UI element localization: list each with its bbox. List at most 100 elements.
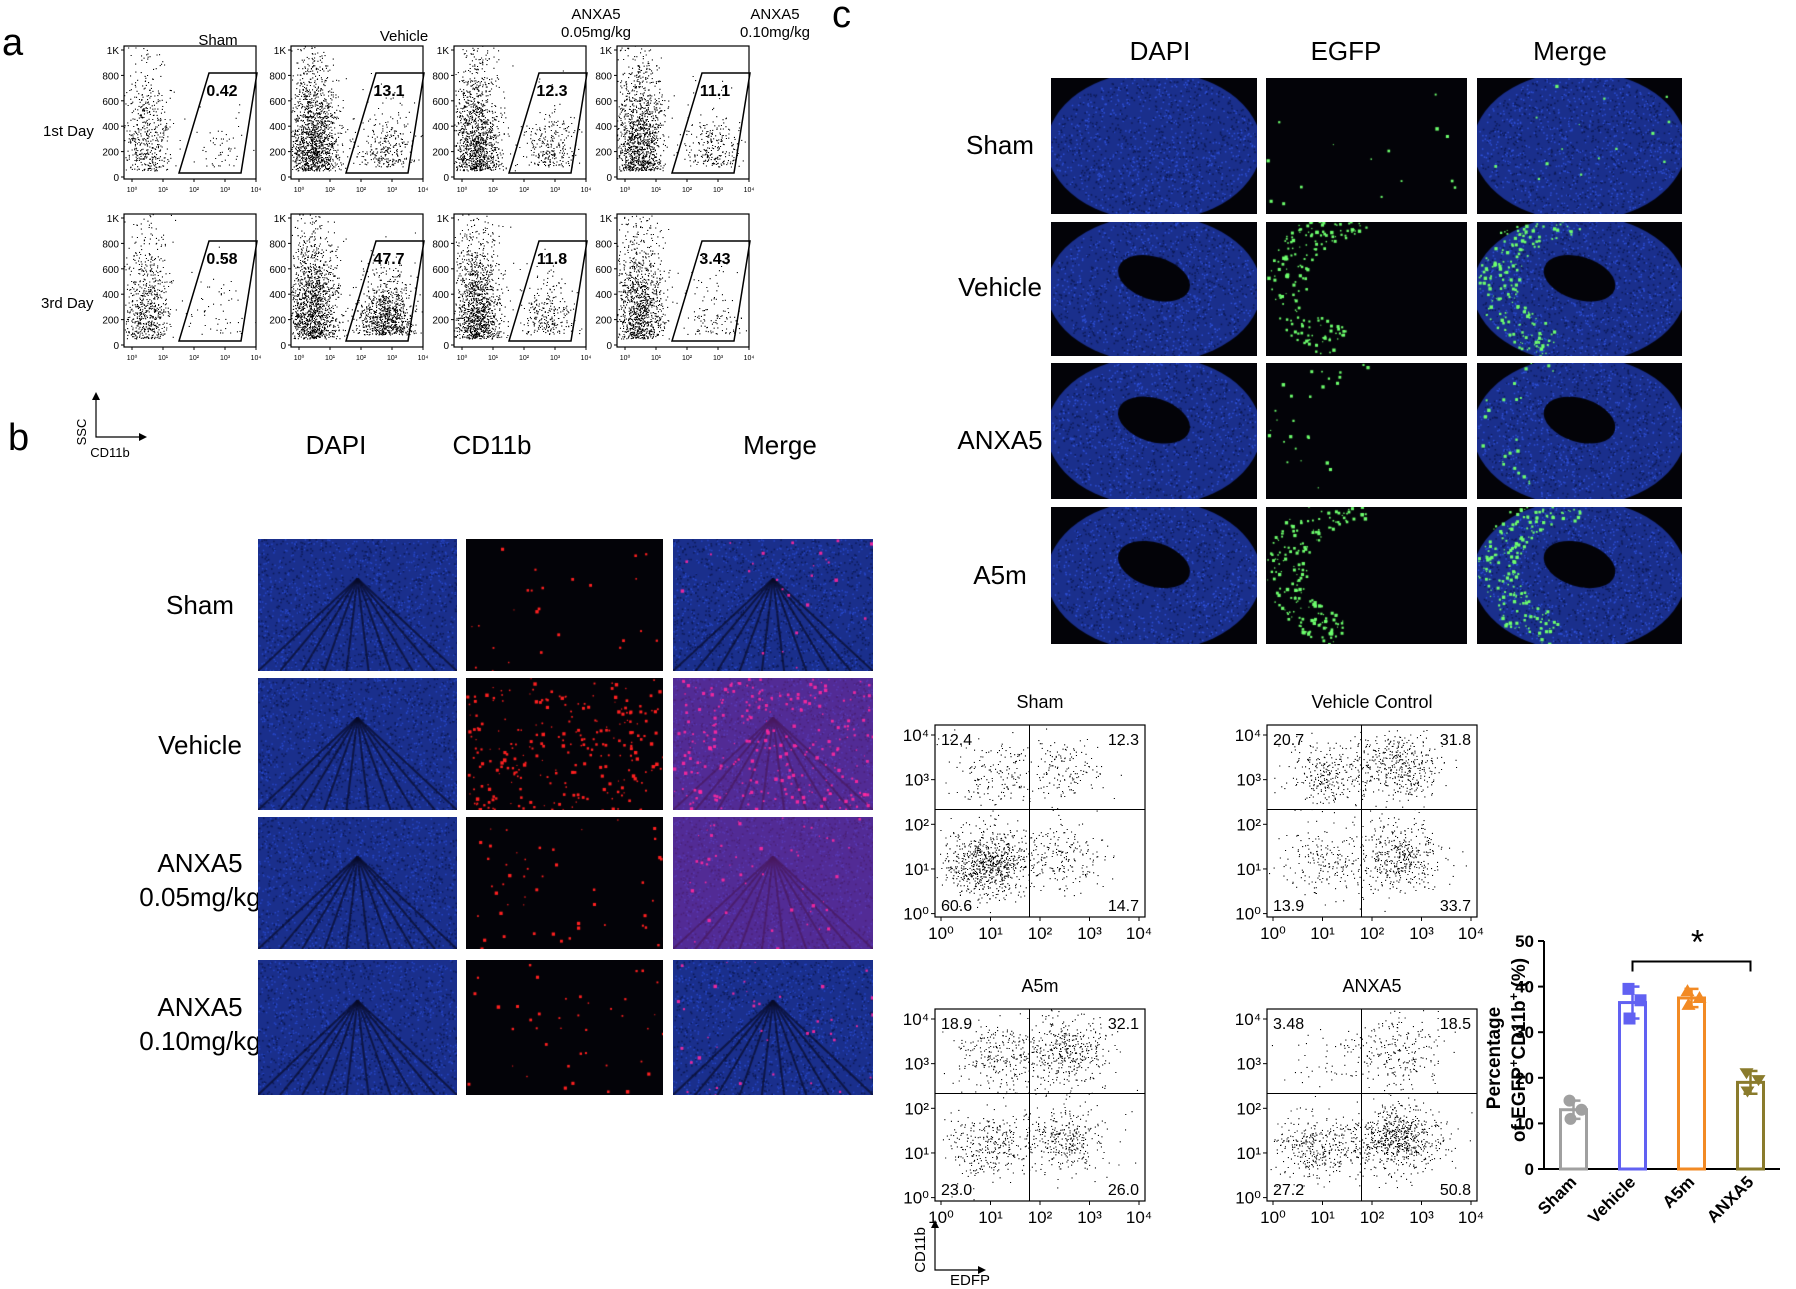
x-tick-label: 10¹ [1310, 924, 1335, 943]
x-tick-label: 10⁰ [294, 354, 305, 362]
micro-b-sham-cd11b [466, 539, 663, 671]
quadrant-value: 3.48 [1273, 1016, 1304, 1033]
x-tick-label: 10¹ [488, 355, 499, 362]
quadrant-value: 18.5 [1440, 1016, 1471, 1033]
micro-b-anxa5-010-cd11b [466, 960, 663, 1095]
axis-arrow-right-icon [978, 1266, 986, 1274]
chart-y-tick-label: 40 [1515, 978, 1534, 997]
y-tick-label: 1K [437, 46, 450, 57]
plot-frame [1266, 1008, 1478, 1202]
micro-b-anxa5-010-merge [673, 960, 873, 1095]
y-tick-label: 400 [269, 290, 286, 301]
x-tick-label: 10² [1028, 1208, 1053, 1227]
x-tick-label: 10⁰ [127, 186, 138, 194]
x-tick-label: 10³ [1409, 1208, 1434, 1227]
y-tick-label: 600 [432, 97, 449, 108]
panel-c-row-anxa5: ANXA5 [957, 425, 1043, 455]
panel-a-x-axis-label: CD11b [90, 445, 130, 460]
x-tick-label: 10³ [387, 355, 398, 362]
y-tick-label: 600 [269, 265, 286, 276]
panel-a-col-anxa5-005: ANXA5 0.05mg/kg [560, 6, 632, 41]
x-tick-label: 10² [189, 187, 200, 194]
chart-x-tick-label: Vehicle [1584, 1172, 1639, 1227]
y-tick-label: 10⁰ [903, 905, 929, 924]
panel-d-y-axis-label: CD11b [912, 1227, 929, 1273]
chart-y-label-line2: of EGFP+CD11b+ (%) [1506, 958, 1531, 1142]
quadrant-value: 23.0 [941, 1182, 972, 1199]
x-tick-label: 10³ [713, 187, 724, 194]
y-tick-label: 0 [606, 173, 612, 184]
x-tick-label: 10² [1360, 924, 1385, 943]
y-tick-label: 10¹ [904, 1144, 929, 1163]
x-tick-label: 10⁴ [1126, 924, 1152, 943]
gate-outline [177, 240, 258, 342]
gate-value: 0.58 [206, 251, 237, 268]
x-tick-label: 10² [519, 355, 530, 362]
micro-c-vehicle-merge [1477, 222, 1682, 356]
panel-c-row-a5m: A5m [973, 560, 1027, 590]
bar-a5m [1677, 996, 1706, 1171]
panel-d-x-axis-label: EDFP [950, 1272, 990, 1289]
y-tick-label: 800 [269, 239, 286, 250]
y-tick-label: 10³ [904, 771, 929, 790]
x-tick-label: 10¹ [158, 355, 169, 362]
panel-b-row-anxa5-010: ANXA5 0.10mg/kg [139, 992, 261, 1056]
gate-outline [344, 72, 425, 174]
y-tick-label: 200 [595, 148, 612, 159]
gate-value: 11.1 [700, 83, 730, 100]
x-tick-label: 10⁴ [1126, 1208, 1152, 1227]
x-tick-label: 10³ [550, 187, 561, 194]
x-tick-label: 10³ [713, 355, 724, 362]
micro-c-a5m-dapi [1051, 507, 1257, 644]
y-tick-label: 600 [595, 265, 612, 276]
x-tick-label: 10³ [550, 355, 561, 362]
micro-c-sham-egfp [1266, 78, 1467, 214]
x-tick-label: 10⁰ [457, 186, 468, 194]
axis-arrow-up-icon [92, 392, 100, 400]
y-tick-label: 10² [904, 1099, 929, 1118]
scatter-dots [617, 45, 746, 172]
panel-c-row-vehicle: Vehicle [958, 272, 1042, 302]
micro-c-a5m-merge [1477, 507, 1682, 644]
micro-c-vehicle-dapi [1051, 222, 1257, 356]
x-tick-label: 10¹ [651, 187, 662, 194]
x-tick-label: 10³ [1077, 924, 1102, 943]
quadrant-value: 50.8 [1440, 1182, 1471, 1199]
panel-b-col-merge: Merge [743, 430, 817, 460]
chart-y-tick-label: 0 [1525, 1160, 1534, 1179]
x-tick-label: 10¹ [158, 187, 169, 194]
scatter-dots [1269, 729, 1467, 912]
x-tick-label: 10² [1028, 924, 1053, 943]
gate-value: 12.3 [536, 83, 567, 100]
scatter-dots [291, 214, 423, 340]
y-tick-label: 200 [432, 148, 449, 159]
gate-outline [507, 240, 588, 342]
flow-plot-a-r1-c1: 0.42 0 200 400 600 800 1K 10⁰ 10¹ 10² 10³ 10⁴ [102, 45, 261, 194]
y-tick-label: 1K [274, 214, 287, 225]
quadrant-value: 13.9 [1273, 898, 1304, 915]
micro-b-anxa5-005-merge [673, 817, 873, 949]
y-tick-label: 400 [269, 122, 286, 133]
gate-value: 11.8 [537, 251, 567, 268]
micro-c-anxa5-egfp [1266, 363, 1467, 499]
data-point [1681, 997, 1696, 1010]
gate-value: 0.42 [206, 83, 237, 100]
scatter-dots [936, 728, 1122, 914]
panel-c-col-egfp: EGFP [1310, 36, 1382, 66]
x-tick-label: 10² [682, 355, 693, 362]
y-tick-label: 1K [107, 214, 120, 225]
y-tick-label: 400 [595, 290, 612, 301]
x-tick-label: 10⁴ [581, 187, 592, 194]
x-tick-label: 10² [356, 187, 367, 194]
y-tick-label: 1K [274, 46, 287, 57]
bar-vehicle [1618, 1001, 1647, 1171]
y-tick-label: 10⁴ [903, 726, 929, 745]
panel-c-row-sham: Sham [966, 130, 1034, 160]
y-tick-label: 800 [102, 71, 119, 82]
x-tick-label: 10¹ [978, 924, 1003, 943]
y-tick-label: 10⁰ [903, 1189, 929, 1208]
micro-b-vehicle-cd11b [466, 678, 663, 810]
gate-outline [344, 240, 425, 342]
y-tick-label: 600 [269, 97, 286, 108]
